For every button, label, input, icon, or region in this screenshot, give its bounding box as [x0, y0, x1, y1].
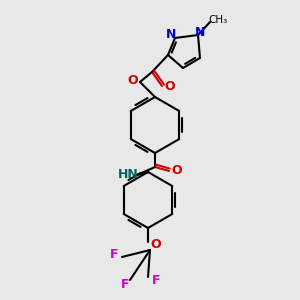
Text: CH₃: CH₃	[208, 15, 228, 25]
Text: F: F	[121, 278, 129, 292]
Text: O: O	[165, 80, 175, 92]
Text: N: N	[195, 26, 205, 38]
Text: F: F	[152, 274, 160, 287]
Text: F: F	[110, 248, 118, 262]
Text: O: O	[172, 164, 182, 178]
Text: N: N	[166, 28, 176, 41]
Text: HN: HN	[118, 167, 138, 181]
Text: O: O	[151, 238, 161, 251]
Text: O: O	[128, 74, 138, 86]
